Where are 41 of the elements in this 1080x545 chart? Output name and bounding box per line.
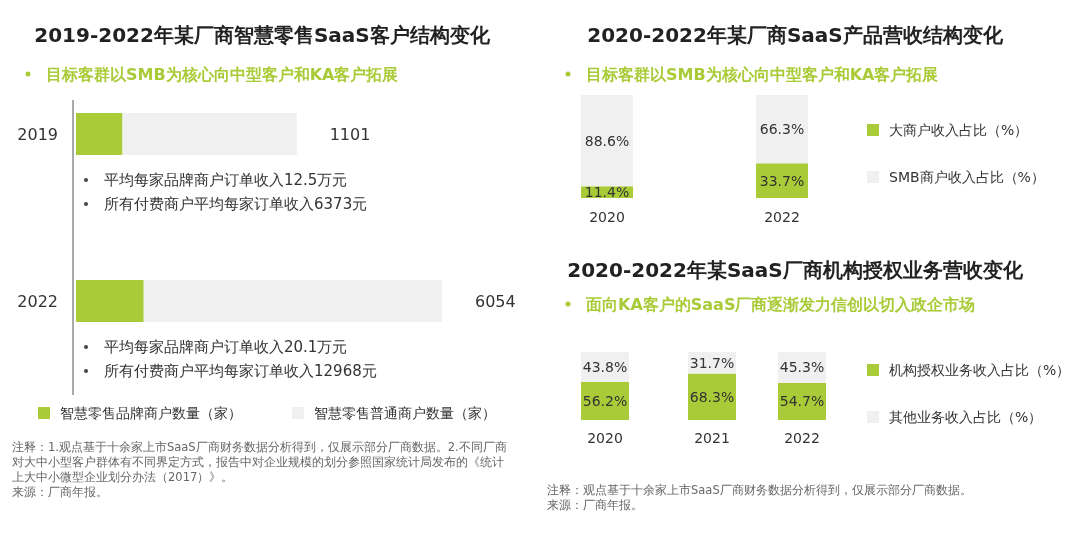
source-note: 来源：厂商年报。: [12, 485, 109, 500]
x-tick-label: 2021: [694, 430, 730, 446]
x-tick-label: 2020: [589, 209, 625, 225]
data-label: 56.2%: [582, 392, 628, 409]
chart-title: 2020-2022年某厂商SaaS产品营收结构变化: [587, 23, 1004, 47]
data-label: 43.8%: [582, 358, 628, 375]
legend-label: SMB商户收入占比（%）: [889, 169, 1045, 185]
chart-subtitle: 目标客群以SMB为核心向中型客户和KA客户拓展: [586, 65, 939, 84]
chart-subtitle: 面向KA客户的SaaS厂商逐渐发力信创以切入政企市场: [585, 295, 976, 314]
data-label: 31.7%: [689, 354, 735, 371]
chart-title: 2019-2022年某厂商智慧零售SaaS客户结构变化: [34, 23, 491, 47]
legend-label: 其他业务收入占比（%）: [889, 409, 1043, 425]
annotation: 所有付费商户平均每家订单收入12968元: [104, 362, 377, 380]
annotation: 平均每家品牌商户订单收入12.5万元: [104, 171, 348, 189]
annotation: 1101: [329, 125, 371, 144]
data-label: 66.3%: [759, 121, 805, 138]
data-label: 54.7%: [779, 393, 825, 410]
source-note: 来源：厂商年报。: [547, 498, 644, 513]
data-label: 45.3%: [779, 359, 825, 376]
chart-title: 2020-2022年某SaaS厂商机构授权业务营收变化: [567, 258, 1024, 282]
bar: [122, 113, 297, 155]
text: 注释：观点基于十余家上市SaaS厂商财务数据分析得到，仅展示部分厂商数据。: [547, 483, 973, 498]
legend-label: 智慧零售品牌商户数量（家）: [60, 405, 242, 421]
annotation: 所有付费商户平均每家订单收入6373元: [104, 195, 368, 213]
y-tick-label: 2019: [17, 125, 58, 144]
text: 注释：1.观点基于十余家上市SaaS厂商财务数据分析得到，仅展示部分厂商数据。2.不同厂商对大中小型客户群体有不同界定方式，报告中对企业规模的划分参照国家统计局发布的《统计上大中小微型企业划分办法（2017）》。: [12, 440, 507, 485]
text: 6054: [475, 292, 516, 311]
bar: [143, 280, 442, 322]
legend-label: 大商户收入占比（%）: [889, 122, 1029, 138]
bar: [76, 113, 123, 155]
data-label: 11.4%: [584, 184, 630, 201]
data-label: 88.6%: [584, 132, 630, 149]
data-label: 33.7%: [759, 172, 805, 189]
legend-label: 智慧零售普通商户数量（家）: [314, 405, 496, 421]
x-tick-label: 2022: [784, 430, 820, 446]
annotation: 平均每家品牌商户订单收入20.1万元: [104, 338, 348, 356]
x-tick-label: 2020: [587, 430, 623, 446]
chart-subtitle: 目标客群以SMB为核心向中型客户和KA客户拓展: [46, 65, 399, 84]
data-label: 68.3%: [689, 388, 735, 405]
bar: [76, 280, 144, 322]
legend-label: 机构授权业务收入占比（%）: [889, 362, 1071, 378]
